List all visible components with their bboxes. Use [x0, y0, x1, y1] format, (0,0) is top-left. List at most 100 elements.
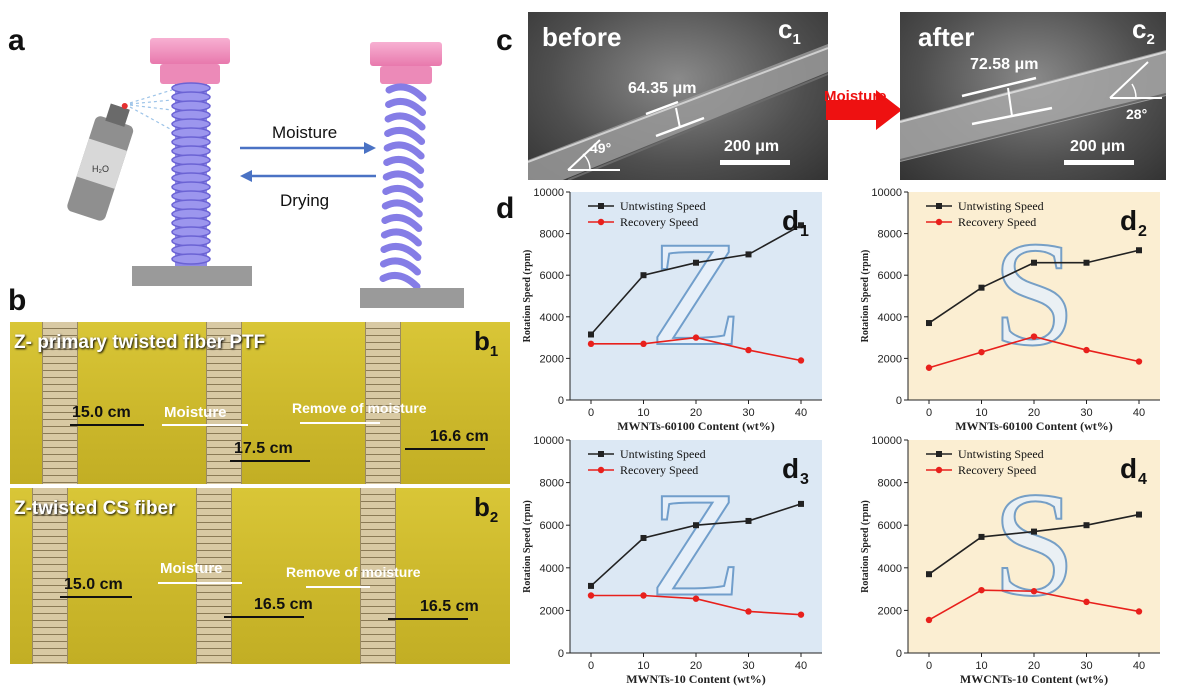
- panel-label-b2: b2: [474, 492, 499, 527]
- b1-length-1: 15.0 cm: [72, 404, 131, 421]
- y-tick-label: 8000: [540, 478, 564, 490]
- left-cap: [150, 38, 230, 64]
- recovery-point: [978, 348, 985, 356]
- recovery-point: [925, 616, 933, 624]
- panel-label-c1: c1: [778, 14, 801, 49]
- coil-turn: [385, 83, 427, 102]
- left-base: [132, 266, 252, 286]
- panel-label: d: [782, 205, 799, 236]
- untwisting-point: [1031, 528, 1037, 535]
- arrow: [300, 422, 380, 424]
- y-tick-label: 2000: [540, 353, 564, 365]
- panel-label-c: c: [496, 24, 513, 57]
- x-axis-label: MWNTs-10 Content (wt%): [626, 672, 766, 686]
- legend-label: Untwisting Speed: [958, 447, 1044, 461]
- scale-before: 200 μm: [724, 138, 780, 155]
- arrow: [306, 586, 370, 588]
- x-tick-label: 40: [1133, 660, 1145, 672]
- width-before: 64.35 μm: [628, 80, 697, 97]
- y-tick-label: 0: [896, 395, 902, 407]
- untwisting-point: [588, 331, 594, 338]
- untwisting-point: [926, 571, 932, 578]
- coil-turn: [384, 126, 426, 145]
- legend-marker: [597, 218, 605, 226]
- y-tick-label: 6000: [878, 270, 902, 282]
- y-tick-label: 0: [558, 648, 564, 660]
- angle-after: 28°: [1126, 106, 1148, 122]
- untwisting-point: [926, 320, 932, 327]
- recovery-point: [692, 334, 700, 341]
- b1-arrow-1-label: Moisture: [164, 404, 227, 421]
- y-tick-label: 10000: [533, 187, 564, 199]
- panel-label: d: [1120, 453, 1137, 484]
- after-label: after: [918, 22, 975, 52]
- plot-area: [908, 192, 1160, 400]
- untwisting-point: [978, 284, 985, 291]
- photo-b1: Z- primary twisted fiber PTF b1 15.0 cm …: [10, 322, 510, 484]
- coil-turn: [379, 257, 421, 276]
- x-tick-label: 20: [690, 660, 702, 672]
- y-axis-label: Rotation Speed (rpm): [522, 250, 533, 343]
- untwisting-point: [693, 522, 699, 529]
- untwisting-point: [1083, 259, 1090, 266]
- y-tick-label: 4000: [878, 312, 902, 324]
- panel-label: d: [1120, 205, 1137, 236]
- ruler: [42, 322, 78, 484]
- legend-marker: [935, 466, 943, 474]
- chart-d4: S 0 2000 4000 6000 8000 10000 0 10 20 30 40 MWCNTs-1…: [860, 435, 1160, 686]
- b1-length-3: 16.6 cm: [430, 428, 489, 445]
- y-tick-label: 6000: [540, 270, 564, 282]
- coil-turn: [381, 213, 423, 232]
- recovery-point: [797, 357, 805, 364]
- untwisting-point: [693, 259, 699, 266]
- untwisting-point: [798, 500, 804, 507]
- coil-turn: [380, 242, 422, 261]
- untwisting-point: [1136, 247, 1142, 254]
- y-axis-label: Rotation Speed (rpm): [860, 250, 871, 343]
- panel-label: d: [782, 453, 799, 484]
- coil-turn: [381, 199, 423, 218]
- legend-marker: [936, 451, 942, 457]
- legend-label: Untwisting Speed: [958, 199, 1044, 213]
- moisture-label-c: Moisture: [824, 88, 887, 105]
- moisture-arrow-c: [826, 90, 902, 130]
- chart-d1: Z 0 2000 4000 6000 8000 10000 0 10 20 30 40 MWNTs-60…: [522, 187, 822, 433]
- b2-arrow-2-label: Remove of moisture: [286, 564, 421, 580]
- x-tick-label: 0: [926, 407, 932, 419]
- drying-text: Drying: [280, 191, 329, 210]
- plot-area: [570, 192, 822, 400]
- photo-b2: Z-twisted CS fiber b2 15.0 cm Moisture 1…: [10, 488, 510, 664]
- right-base: [360, 288, 464, 308]
- angle-before: 49°: [590, 140, 612, 156]
- b2-length-2: 16.5 cm: [254, 596, 313, 613]
- panel-label-d: d: [496, 192, 515, 225]
- x-axis-label: MWCNTs-10 Content (wt%): [960, 672, 1108, 686]
- panel-label-sub: 1: [800, 223, 809, 240]
- arrow: [162, 424, 248, 426]
- untwisting-point: [745, 251, 752, 258]
- x-axis-label: MWNTs-60100 Content (wt%): [617, 419, 775, 433]
- y-tick-label: 8000: [878, 478, 902, 490]
- b1-arrow-2-label: Remove of moisture: [292, 400, 427, 416]
- coil-turn: [385, 97, 427, 116]
- y-axis-label: Rotation Speed (rpm): [860, 500, 871, 593]
- untwisting-point: [1083, 522, 1090, 529]
- untwisting-point: [745, 517, 752, 524]
- recovery-point: [1083, 598, 1090, 606]
- ruler: [365, 322, 401, 484]
- legend-marker: [935, 218, 943, 226]
- x-tick-label: 40: [795, 660, 807, 672]
- untwisting-point: [1031, 259, 1037, 266]
- recovery-point: [978, 586, 985, 594]
- untwisting-point: [640, 534, 647, 541]
- sem-before: before c1 64.35 μm 49° 200 μm: [528, 12, 828, 180]
- legend-marker: [597, 466, 605, 474]
- y-tick-label: 0: [558, 395, 564, 407]
- recovery-point: [692, 595, 700, 602]
- y-tick-label: 6000: [878, 520, 902, 532]
- x-axis-label: MWNTs-60100 Content (wt%): [955, 419, 1113, 433]
- ruler: [360, 488, 396, 664]
- recovery-point: [587, 340, 595, 348]
- x-tick-label: 0: [588, 660, 594, 672]
- untwisting-point: [978, 533, 985, 540]
